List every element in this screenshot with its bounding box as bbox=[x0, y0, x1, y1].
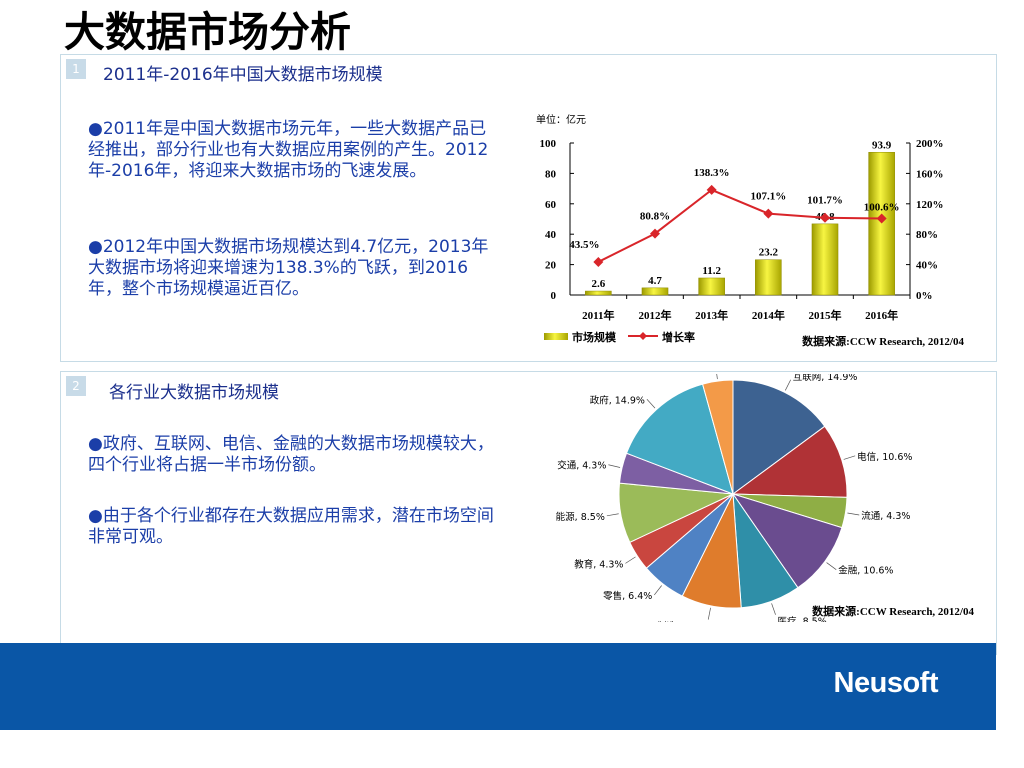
pie-slice bbox=[731, 493, 843, 589]
y-right-tick-label: 40% bbox=[916, 260, 938, 272]
footer-band: Neusoft bbox=[0, 643, 996, 730]
legend-line-marker bbox=[639, 332, 647, 340]
pie-slice-label: 电信, 10.6% bbox=[857, 451, 912, 463]
pie-slice-label: 金融, 10.6% bbox=[838, 565, 893, 577]
pie-leader-line bbox=[646, 399, 656, 409]
pie-leader-line bbox=[606, 513, 619, 517]
bar-market-size bbox=[868, 152, 895, 296]
growth-rate-label: 101.7% bbox=[807, 195, 843, 207]
pie-leader-line bbox=[843, 455, 856, 460]
pie-leader-line bbox=[654, 585, 662, 596]
x-tick-label: 2013年 bbox=[695, 308, 728, 322]
pie-slice-label: 教育, 4.3% bbox=[574, 558, 623, 570]
section-title: 各行业大数据市场规模 bbox=[109, 383, 279, 403]
pie-leader-line bbox=[771, 603, 776, 615]
bar-value-label: 4.7 bbox=[648, 275, 662, 287]
y-left-tick-label: 20 bbox=[545, 260, 557, 272]
growth-rate-point bbox=[650, 228, 660, 239]
pie-leader-line bbox=[608, 464, 621, 468]
growth-rate-point bbox=[820, 212, 830, 223]
growth-rate-label: 100.6% bbox=[864, 202, 900, 214]
growth-rate-label: 80.8% bbox=[640, 211, 670, 223]
y-right-tick-label: 200% bbox=[916, 138, 944, 150]
unit-label: 单位：亿元 bbox=[536, 113, 586, 126]
y-right-tick-label: 120% bbox=[916, 199, 944, 211]
pie-leader-line bbox=[847, 512, 860, 516]
bar-value-label: 23.2 bbox=[759, 247, 779, 259]
y-right-tick-label: 80% bbox=[916, 229, 938, 241]
market-size-chart: 单位：亿元 0 20 40 60 80 100 0% 40% 80% 120% 160% 200% 2.6… bbox=[536, 113, 964, 348]
neusoft-logo: Neusoft bbox=[833, 667, 939, 699]
pie-slice bbox=[731, 425, 848, 498]
section-number-badge: 1 bbox=[66, 59, 86, 79]
growth-rate-point bbox=[593, 256, 604, 267]
pie-leader-line bbox=[707, 607, 711, 620]
pie-slice-label: 制造, 8.5% bbox=[657, 621, 706, 622]
legend-line-label: 增长率 bbox=[662, 330, 695, 344]
bar-market-size bbox=[641, 287, 669, 296]
section-title: 2011年-2016年中国大数据市场规模 bbox=[103, 65, 383, 85]
legend-bar-swatch bbox=[544, 333, 568, 340]
y-left-tick-label: 100 bbox=[540, 138, 557, 150]
y-right-tick-label: 0% bbox=[916, 290, 933, 302]
panel-market-size: 1 2011年-2016年中国大数据市场规模 2011年是中国大数据市场元年，一… bbox=[60, 54, 997, 362]
bar-value-label: 2.6 bbox=[591, 278, 605, 290]
bar-value-label: 11.2 bbox=[702, 265, 721, 277]
growth-rate-label: 107.1% bbox=[750, 191, 786, 203]
pie-slice-label: 交通, 4.3% bbox=[557, 460, 606, 472]
pie-leader-line bbox=[784, 379, 792, 391]
growth-rate-point bbox=[763, 208, 774, 219]
growth-rate-point bbox=[876, 213, 887, 224]
pie-slice-label: 政府, 14.9% bbox=[590, 394, 645, 406]
pie-leader-line bbox=[625, 556, 636, 564]
pie-slice-label: 流通, 4.3% bbox=[861, 510, 910, 522]
pie-leader-line bbox=[826, 562, 837, 570]
y-left-tick-label: 40 bbox=[545, 229, 557, 241]
bar-market-size bbox=[698, 277, 725, 296]
y-right-tick-label: 160% bbox=[916, 168, 944, 180]
pie-slice-label: 能源, 8.5% bbox=[556, 511, 605, 523]
pie-slice bbox=[732, 379, 826, 495]
data-source: 数据来源:CCW Research, 2012/04 bbox=[802, 334, 964, 348]
pie-slice bbox=[701, 379, 734, 495]
page-title: 大数据市场分析 bbox=[64, 8, 351, 56]
bar-market-size bbox=[811, 223, 839, 296]
bullet-text: 2011年是中国大数据市场元年，一些大数据产品已经推出，部分行业也有大数据应用案… bbox=[88, 119, 498, 182]
industry-pie-chart: 互联网, 14.9% 电信, 10.6% 流通, 4.3% 金融, 10.6% 医疗, … bbox=[556, 374, 974, 622]
pie-leader-line bbox=[716, 374, 718, 380]
growth-rate-label: 43.5% bbox=[569, 239, 599, 251]
y-left-tick-label: 0 bbox=[551, 290, 557, 302]
pie-slice-label: 医疗, 8.5% bbox=[778, 616, 827, 622]
x-tick-label: 2015年 bbox=[809, 308, 842, 322]
x-tick-label: 2012年 bbox=[639, 308, 672, 322]
bullet-text: 2012年中国大数据市场规模达到4.7亿元，2013年大数据市场将迎来增速为13… bbox=[88, 237, 498, 300]
x-tick-label: 2016年 bbox=[865, 308, 898, 322]
bar-market-size bbox=[755, 259, 782, 296]
x-tick-label: 2014年 bbox=[752, 308, 785, 322]
growth-rate-line bbox=[597, 188, 882, 263]
section-number-badge: 2 bbox=[66, 376, 86, 396]
y-left-tick-label: 60 bbox=[545, 199, 557, 211]
bar-value-label: 93.9 bbox=[872, 139, 892, 151]
pie-slice-label: 互联网, 14.9% bbox=[793, 374, 858, 383]
pie-slice-label: 零售, 6.4% bbox=[603, 590, 652, 602]
data-source: 数据来源:CCW Research, 2012/04 bbox=[812, 604, 974, 618]
x-tick-label: 2011年 bbox=[582, 308, 614, 322]
y-left-tick-label: 80 bbox=[545, 168, 557, 180]
bullet-text: 由于各个行业都存在大数据应用需求，潜在市场空间非常可观。 bbox=[88, 506, 498, 548]
pie-slice bbox=[625, 383, 734, 495]
legend-bar-label: 市场规模 bbox=[572, 330, 617, 344]
growth-rate-point bbox=[706, 184, 717, 195]
growth-rate-label: 138.3% bbox=[694, 167, 730, 179]
bullet-text: 政府、互联网、电信、金融的大数据市场规模较大，四个行业将占据一半市场份额。 bbox=[88, 434, 498, 476]
bar-market-size bbox=[585, 290, 612, 296]
